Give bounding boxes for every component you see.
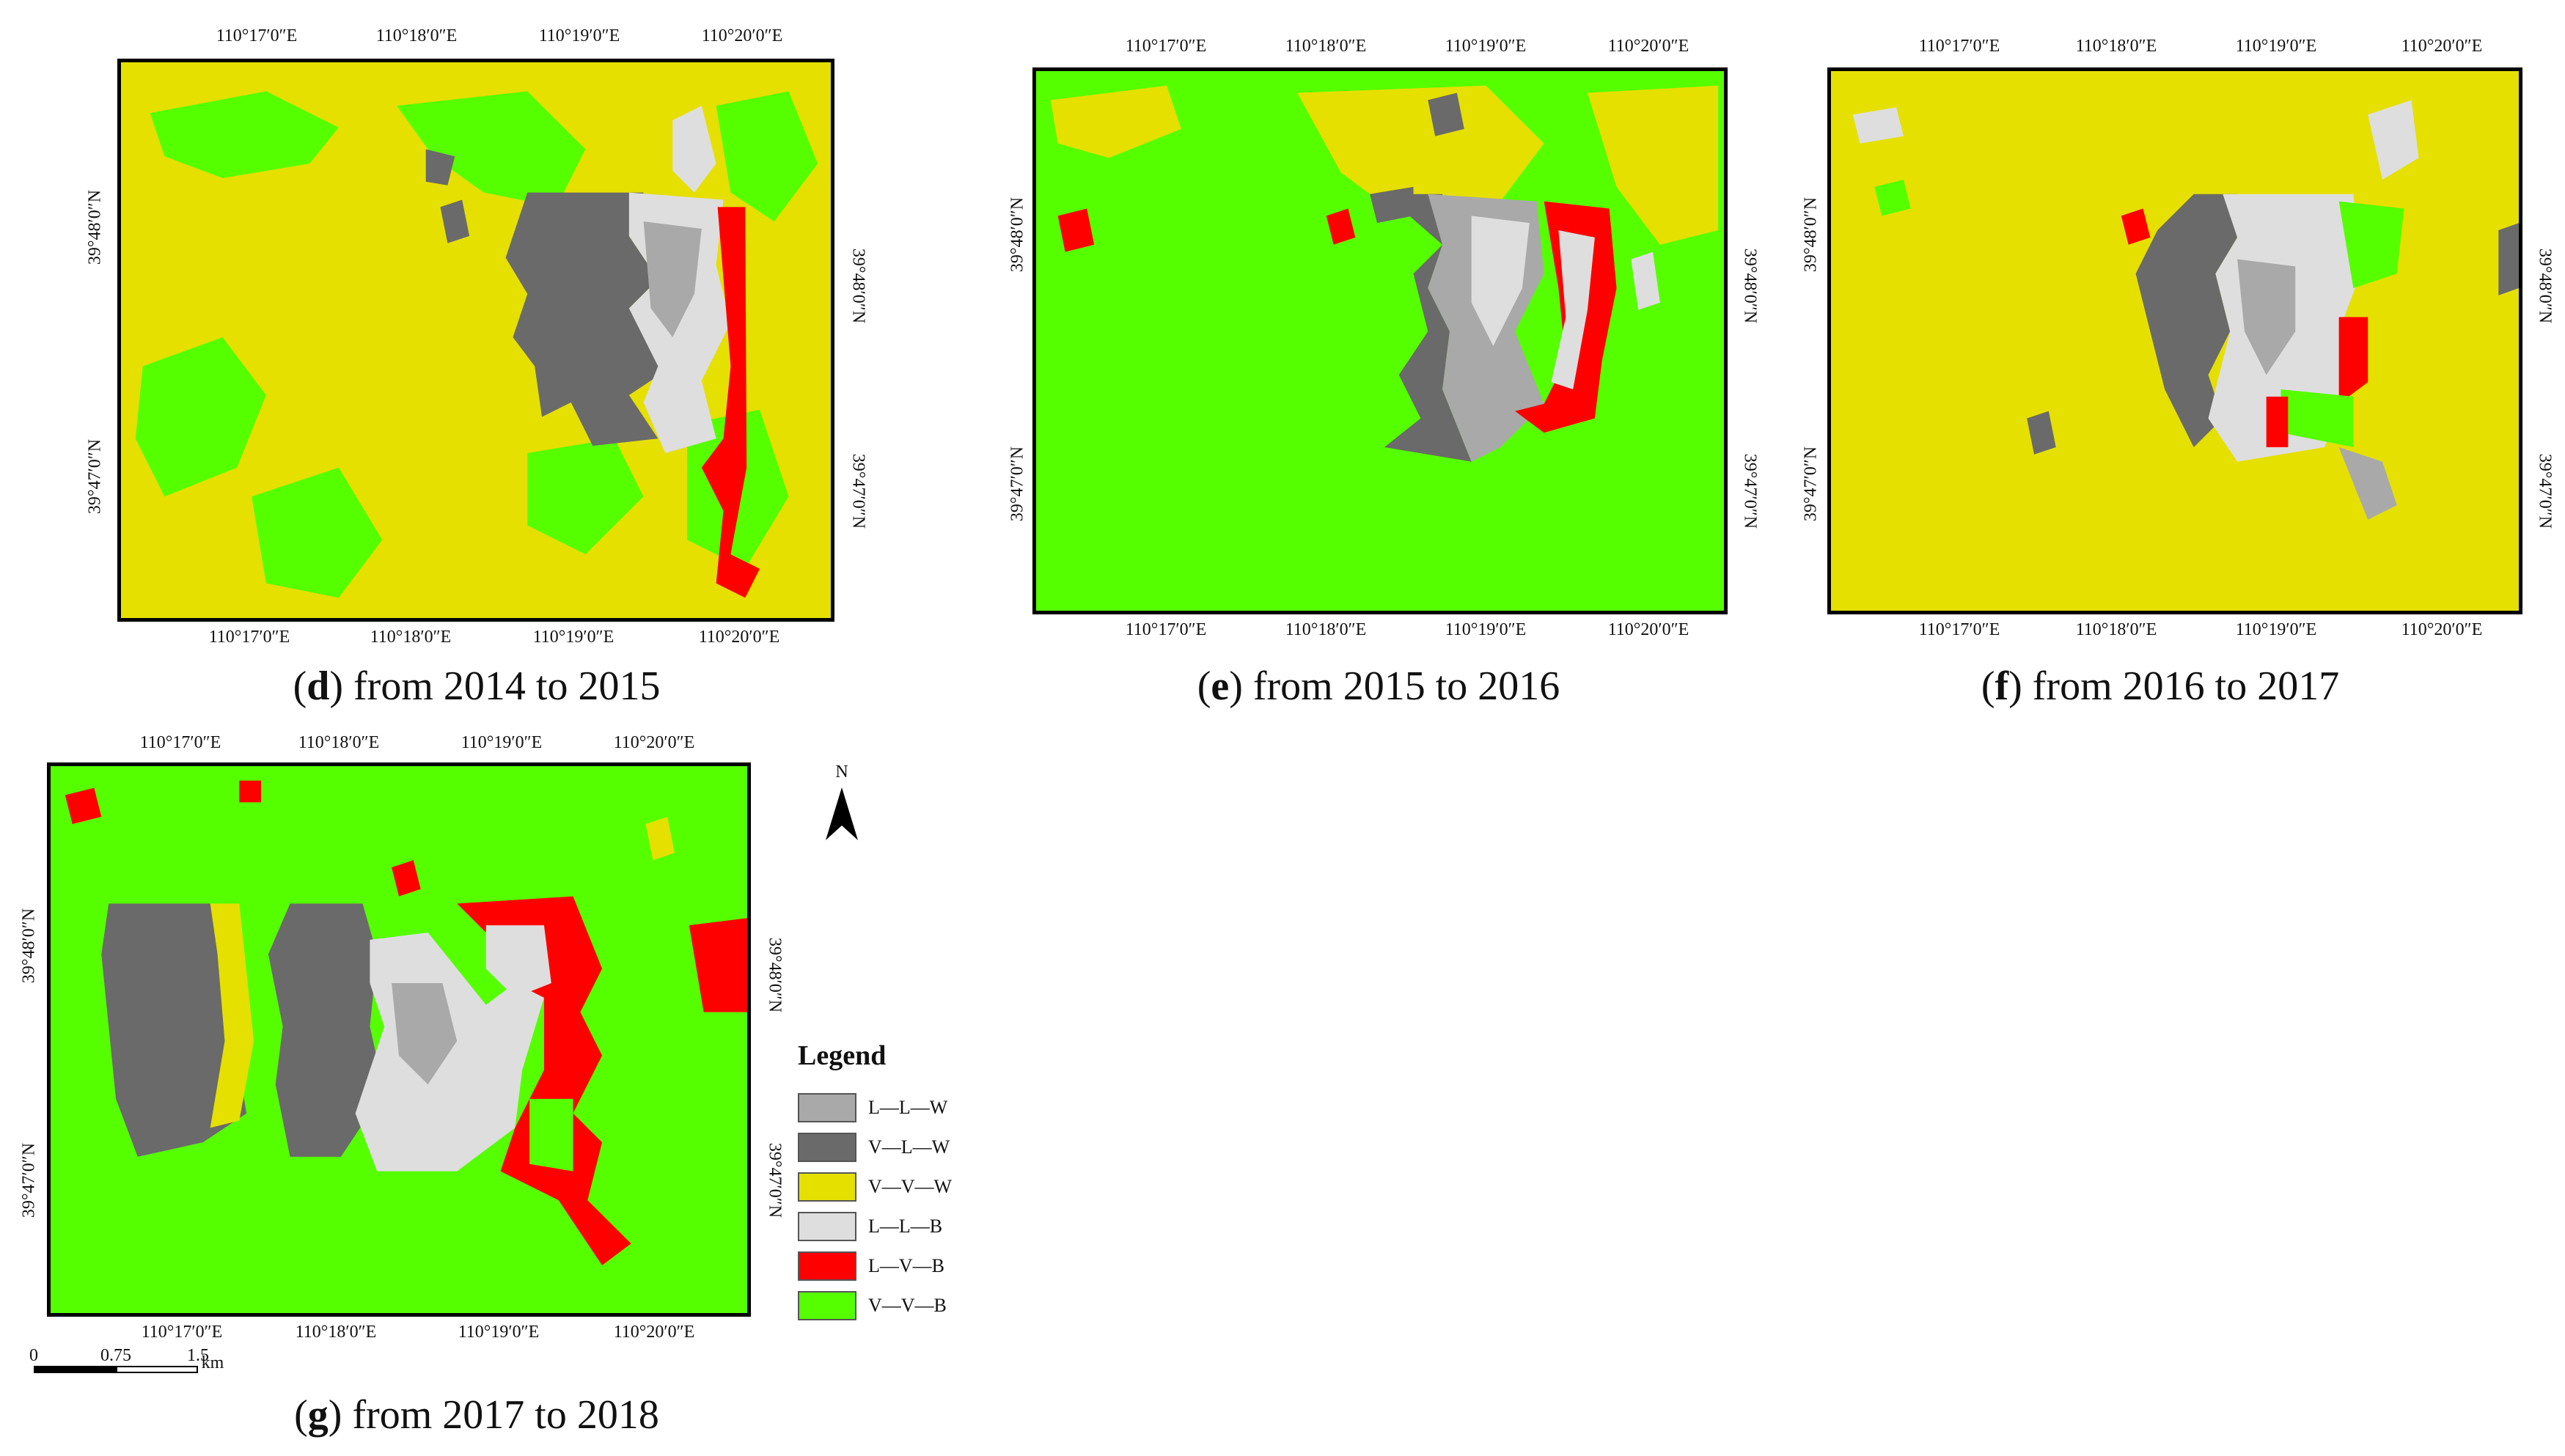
lat-tick-right: 39°47′0″N [848,453,868,529]
caption-letter: d [307,663,330,709]
map-frame-d [117,59,834,622]
lon-tick-top: 110°18′0″E [298,733,380,752]
north-arrow: N [820,762,864,843]
north-letter: N [835,762,848,782]
caption-text: ) from 2014 to 2015 [329,663,661,709]
scale-label: 0.75 [100,1346,131,1365]
legend-label: V—V—B [868,1295,947,1316]
lat-tick-right: 39°47′0″N [2535,453,2555,529]
north-arrow-icon [826,787,858,840]
lat-tick-left: 39°48′0″N [19,908,39,984]
caption-e: (e) from 2015 to 2016 [1197,663,1560,709]
lon-tick-bottom: 110°19′0″E [458,1323,540,1342]
lat-tick-left: 39°47′0″N [85,438,105,515]
map-frame-e [1032,67,1728,614]
lon-tick-top: 110°20′0″E [613,733,695,752]
lon-tick-top: 110°19′0″E [460,733,543,752]
lon-tick-top: 110°17′0″E [216,26,298,45]
legend-item-l-l-w: L—L—W [798,1088,952,1128]
scale-segment-filled [34,1366,116,1373]
scale-label: 0 [29,1346,38,1365]
land-cover-map-f [1831,71,2519,611]
legend-swatch [798,1291,856,1320]
caption-text: ) from 2015 to 2016 [1229,663,1560,709]
lon-tick-bottom: 110°18′0″E [370,628,452,647]
legend-label: V—V—W [868,1176,953,1197]
legend-swatch [798,1093,856,1122]
lat-tick-left: 39°47′0″N [1008,446,1027,522]
legend-swatch [798,1212,856,1241]
lon-tick-top: 110°18′0″E [2075,37,2157,56]
lon-tick-top: 110°20′0″E [2401,37,2483,56]
lon-tick-top: 110°18′0″E [1285,37,1367,56]
lon-tick-bottom: 110°18′0″E [2075,620,2157,639]
legend-title: Legend [798,1040,887,1071]
lon-tick-top: 110°17′0″E [139,733,221,752]
lon-tick-top: 110°19′0″E [1445,37,1527,56]
legend-swatch [798,1251,856,1281]
legend-label: L—L—B [868,1216,943,1237]
lon-tick-bottom: 110°18′0″E [295,1323,377,1342]
lon-tick-top: 110°19′0″E [2235,37,2317,56]
lat-tick-left: 39°48′0″N [85,189,105,265]
legend-swatch [798,1133,856,1162]
lon-tick-bottom: 110°17′0″E [1125,620,1207,639]
lon-tick-bottom: 110°20′0″E [1607,620,1689,639]
caption-g: (g) from 2017 to 2018 [294,1392,659,1438]
lat-tick-left: 39°48′0″N [1008,196,1027,273]
legend-item-v-v-w: V—V—W [798,1167,952,1207]
lon-tick-top: 110°20′0″E [1607,37,1689,56]
lon-tick-top: 110°19′0″E [538,26,620,45]
lon-tick-bottom: 110°19′0″E [1445,620,1527,639]
caption-text: ) from 2017 to 2018 [328,1392,659,1438]
lat-tick-right: 39°47′0″N [765,1142,785,1218]
lon-tick-bottom: 110°20′0″E [698,628,780,647]
map-frame-g [47,762,751,1317]
lon-tick-bottom: 110°19′0″E [2235,620,2317,639]
legend-label: L—L—W [868,1097,948,1118]
lon-tick-top: 110°18′0″E [375,26,458,45]
legend-label: V—L—W [868,1136,950,1158]
scale-bar: 0 0.75 1.5 km [29,1346,235,1375]
legend-item-l-v-b: L—V—B [798,1246,952,1286]
lat-tick-right: 39°47′0″N [1740,453,1760,529]
lat-tick-right: 39°48′0″N [1740,248,1760,324]
lat-tick-left: 39°48′0″N [1801,196,1821,273]
caption-letter: f [1995,663,2009,709]
scale-segment-empty [116,1366,198,1373]
lon-tick-bottom: 110°20′0″E [613,1323,695,1342]
lon-tick-bottom: 110°17′0″E [1918,620,2000,639]
lon-tick-bottom: 110°17′0″E [208,628,290,647]
lon-tick-bottom: 110°19′0″E [532,628,614,647]
scale-unit: km [201,1353,224,1372]
lon-tick-top: 110°17′0″E [1918,37,2000,56]
lat-tick-right: 39°48′0″N [2535,248,2555,324]
lon-tick-bottom: 110°18′0″E [1285,620,1367,639]
lat-tick-right: 39°48′0″N [848,248,868,324]
lat-tick-right: 39°48′0″N [765,937,785,1013]
scale-label: 1.5 [187,1346,209,1365]
lat-tick-left: 39°47′0″N [19,1142,39,1218]
map-frame-f [1827,67,2522,614]
land-cover-map-d [121,62,831,618]
land-cover-map-g [51,766,747,1313]
legend-label: L—V—B [868,1255,944,1276]
caption-text: ) from 2016 to 2017 [2008,663,2340,709]
lon-tick-bottom: 110°20′0″E [2401,620,2483,639]
caption-f: (f) from 2016 to 2017 [1981,663,2340,709]
lon-tick-top: 110°17′0″E [1125,37,1207,56]
caption-letter: g [307,1392,329,1438]
land-cover-map-e [1036,71,1724,611]
legend-item-v-l-w: V—L—W [798,1128,952,1167]
legend-item-l-l-b: L—L—B [798,1207,952,1246]
legend-item-v-v-b: V—V—B [798,1286,952,1326]
lon-tick-top: 110°20′0″E [701,26,783,45]
caption-d: (d) from 2014 to 2015 [293,663,661,709]
caption-letter: e [1211,663,1230,709]
lat-tick-left: 39°47′0″N [1801,446,1821,522]
legend: Legend L—L—W V—L—W V—V—W L—L—B L—V—B V—V… [798,1040,952,1326]
legend-swatch [798,1172,856,1202]
lon-tick-bottom: 110°17′0″E [141,1323,223,1342]
